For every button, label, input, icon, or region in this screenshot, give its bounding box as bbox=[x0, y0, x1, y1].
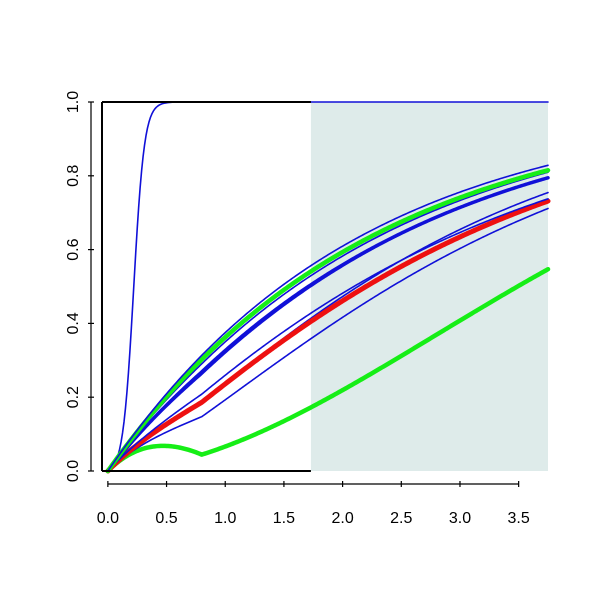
x-tick-label-5: 2.5 bbox=[390, 510, 412, 527]
y-tick-label-4: 0.8 bbox=[65, 165, 82, 187]
y-tick-label-1: 0.2 bbox=[65, 386, 82, 408]
series-layer bbox=[105, 101, 551, 474]
y-tick-label-5: 1.0 bbox=[65, 91, 82, 113]
series-line-6 bbox=[107, 198, 549, 472]
x-tick-label-1: 0.5 bbox=[155, 510, 177, 527]
series-line-5 bbox=[105, 198, 551, 474]
series-line-10 bbox=[105, 168, 551, 474]
series-line-11 bbox=[107, 164, 549, 472]
y-tick-label-2: 0.4 bbox=[65, 312, 82, 334]
series-line-8 bbox=[107, 176, 549, 472]
x-tick-label-7: 3.5 bbox=[508, 510, 530, 527]
series-line-2 bbox=[105, 266, 551, 474]
y-tick-label-0: 0.0 bbox=[65, 460, 82, 482]
x-tick-label-2: 1.0 bbox=[214, 510, 236, 527]
x-tick-label-3: 1.5 bbox=[273, 510, 295, 527]
series-line-9 bbox=[107, 171, 549, 472]
series-line-4 bbox=[107, 207, 549, 472]
x-tick-label-0: 0.0 bbox=[97, 510, 119, 527]
y-tick-label-3: 0.6 bbox=[65, 238, 82, 260]
x-tick-label-4: 2.0 bbox=[331, 510, 353, 527]
shaded-region bbox=[310, 102, 548, 471]
axes-layer bbox=[101, 101, 311, 472]
x-tick-label-6: 3.0 bbox=[449, 510, 471, 527]
tick-layer: 0.0 0.5 1.0 1.5 2.0 2.5 3.0 3.5 0.0 0.2 0.4 0.6 0.8 1… bbox=[65, 91, 530, 527]
